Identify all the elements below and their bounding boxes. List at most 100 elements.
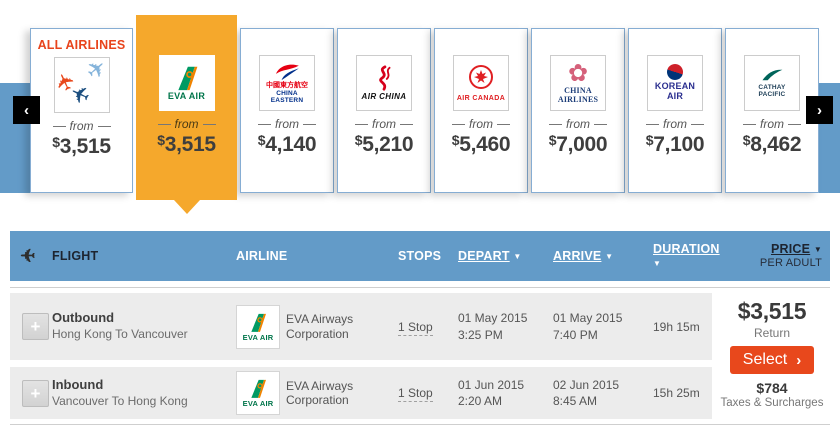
taegeuk-icon: [664, 62, 686, 83]
table-header: ✈ FLIGHT AIRLINE STOPS DEPART ▼ ARRIVE ▼…: [10, 231, 830, 281]
price-per-adult-label: PER ADULT: [759, 256, 822, 269]
air-china-logo: AIR CHINA: [356, 55, 412, 111]
card-price: $7,100: [645, 132, 705, 156]
sort-down-icon: ▼: [605, 252, 614, 261]
fare-type-label: Return: [753, 326, 791, 340]
china-eastern-cjk-text: 中國東方航空: [266, 81, 308, 89]
chevron-right-icon: ›: [796, 351, 802, 369]
eva-air-tail-icon: [251, 313, 266, 332]
from-label: from: [726, 117, 818, 131]
from-label: from: [532, 117, 624, 131]
eva-air-logo-text: EVA AIR: [242, 399, 274, 408]
airline-name: EVA Airways Corporation: [286, 312, 354, 341]
air-china-phoenix-icon: [379, 65, 391, 91]
column-header-flight: FLIGHT: [52, 249, 99, 263]
airline-card-all-airlines[interactable]: ALL AIRLINES ✈ ✈ ✈ from $3,515: [30, 28, 133, 193]
flight-route: Vancouver To Hong Kong: [52, 393, 188, 408]
card-price: $8,462: [742, 132, 802, 156]
sort-down-icon: ▼: [813, 244, 822, 254]
plane-icon: ✈: [80, 57, 110, 86]
carousel-prev-button[interactable]: ‹: [13, 96, 40, 124]
airline-card-eva-air[interactable]: EVA AIR from $3,515: [136, 15, 237, 214]
all-airlines-logo: ✈ ✈ ✈: [53, 57, 110, 113]
expand-row-button[interactable]: +: [22, 379, 49, 407]
airline-card-china-airlines[interactable]: ✿ CHINA AIRLINES from $7,000: [531, 28, 625, 193]
from-label: from: [241, 117, 333, 131]
flight-row-inbound: + Inbound Vancouver To Hong Kong EVA AIR: [10, 367, 712, 419]
total-price: $3,515: [737, 298, 807, 324]
divider: [10, 424, 830, 425]
flight-row-outbound: + Outbound Hong Kong To Vancouver EVA AI…: [10, 293, 712, 360]
column-header-airline: AIRLINE: [236, 249, 288, 263]
china-airlines-logo: ✿ CHINA AIRLINES: [550, 55, 606, 111]
flight-results-table: ✈ FLIGHT AIRLINE STOPS DEPART ▼ ARRIVE ▼…: [10, 231, 830, 425]
airline-card-china-eastern[interactable]: 中國東方航空 CHINA EASTERN from $4,140: [240, 28, 334, 193]
from-label: from: [629, 117, 721, 131]
arrive-cell: 02 Jun 2015 8:45 AM: [553, 377, 620, 408]
depart-cell: 01 Jun 2015 2:20 AM: [458, 377, 525, 408]
card-price: $3,515: [157, 132, 216, 156]
plum-blossom-icon: ✿: [567, 59, 589, 87]
air-china-logo-text: AIR CHINA: [361, 91, 407, 101]
airline-card-cathay-pacific[interactable]: CATHAY PACIFIC from $8,462: [725, 28, 819, 193]
card-price: $5,210: [354, 132, 414, 156]
duration-cell: 19h 15m: [653, 319, 700, 334]
arrive-cell: 01 May 2015 7:40 PM: [553, 311, 623, 342]
china-airlines-logo-text: CHINA AIRLINES: [557, 85, 599, 104]
cathay-pacific-logo: CATHAY PACIFIC: [744, 55, 800, 111]
from-label: from: [31, 119, 132, 133]
depart-cell: 01 May 2015 3:25 PM: [458, 311, 528, 342]
sort-down-icon: ▼: [513, 252, 522, 261]
column-header-stops: STOPS: [398, 249, 442, 263]
stops-link[interactable]: 1 Stop: [398, 319, 433, 336]
flight-direction: Outbound: [52, 310, 115, 326]
card-price: $5,460: [451, 132, 511, 156]
eva-air-logo-text: EVA AIR: [167, 90, 206, 101]
chevron-left-icon: ‹: [24, 101, 29, 119]
card-title: ALL AIRLINES: [37, 38, 126, 52]
expand-row-button[interactable]: +: [22, 313, 49, 340]
taxes-amount: $784: [756, 380, 788, 396]
airline-card-korean-air[interactable]: KOREAN AIR from $7,100: [628, 28, 722, 193]
chevron-right-icon: ›: [817, 101, 822, 119]
card-price: $4,140: [257, 132, 317, 156]
air-canada-logo-text: AIR CANADA: [456, 94, 506, 102]
column-header-depart[interactable]: DEPART ▼: [458, 249, 522, 263]
korean-air-logo-text: KOREAN AIR: [654, 81, 696, 101]
eva-air-logo: EVA AIR: [236, 371, 280, 415]
eva-air-logo: EVA AIR: [158, 55, 215, 111]
airline-card-air-china[interactable]: AIR CHINA from $5,210: [337, 28, 431, 193]
airline-name: EVA Airways Corporation: [286, 378, 354, 407]
eva-air-logo-text: EVA AIR: [242, 332, 274, 342]
duration-cell: 15h 25m: [653, 386, 700, 400]
select-button[interactable]: Select ›: [729, 346, 815, 374]
china-eastern-swallow-icon: [276, 64, 299, 81]
price-summary: $3,515 Return Select › $784 Taxes & Surch…: [714, 288, 830, 424]
china-eastern-logo-text: CHINA EASTERN: [270, 89, 304, 104]
korean-air-logo: KOREAN AIR: [647, 55, 703, 111]
flight-route: Hong Kong To Vancouver: [52, 327, 188, 342]
carousel-next-button[interactable]: ›: [806, 96, 833, 124]
eva-air-logo: EVA AIR: [236, 304, 280, 349]
eva-air-tail-icon: [251, 379, 266, 398]
from-label: from: [136, 117, 237, 131]
airline-price-carousel: ‹ › ALL AIRLINES ✈ ✈ ✈ from $3,515: [0, 15, 840, 214]
card-price: $3,515: [52, 134, 111, 158]
cathay-brushwing-icon: [762, 69, 783, 81]
from-label: from: [435, 117, 527, 131]
column-header-arrive[interactable]: ARRIVE ▼: [553, 249, 614, 263]
air-canada-logo: AIR CANADA: [453, 55, 509, 111]
air-canada-maple-leaf-icon: [469, 64, 493, 89]
card-price: $7,000: [548, 132, 608, 156]
from-label: from: [338, 117, 430, 131]
divider: [10, 287, 830, 288]
flight-direction: Inbound: [52, 376, 104, 392]
column-header-price[interactable]: PRICE ▼ PER ADULT: [712, 242, 830, 270]
flight-plane-icon: ✈: [20, 246, 36, 266]
airline-cards: ALL AIRLINES ✈ ✈ ✈ from $3,515 EV: [30, 15, 822, 214]
cathay-pacific-logo-text: CATHAY PACIFIC: [758, 83, 786, 98]
column-header-duration[interactable]: DURATION ▼: [653, 242, 720, 268]
taxes-label: Taxes & Surcharges: [720, 397, 824, 409]
airline-card-air-canada[interactable]: AIR CANADA from $5,460: [434, 28, 528, 193]
stops-link[interactable]: 1 Stop: [398, 386, 433, 402]
